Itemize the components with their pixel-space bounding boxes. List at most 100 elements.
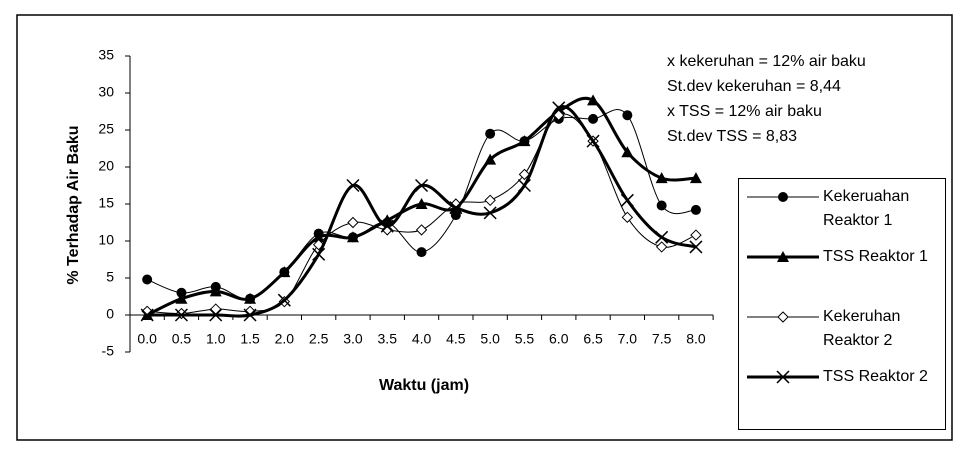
chart-border — [16, 14, 953, 441]
annotation: x TSS = 12% air baku — [667, 103, 822, 120]
y-tick-label: 25 — [98, 121, 114, 137]
marker — [140, 308, 154, 322]
marker — [312, 231, 325, 243]
marker — [244, 292, 257, 304]
y-tick-label: 20 — [98, 158, 114, 174]
marker — [689, 172, 702, 184]
x-tick-label: 1.0 — [206, 331, 226, 347]
marker — [620, 193, 634, 207]
marker — [142, 274, 153, 285]
legend-entry: TSS Reaktor 1 — [743, 245, 941, 305]
marker — [690, 204, 701, 215]
marker — [449, 201, 463, 215]
marker — [174, 308, 188, 322]
marker — [656, 200, 667, 211]
marker — [777, 251, 789, 262]
x-tick-label: 1.5 — [240, 331, 260, 347]
marker — [587, 94, 600, 106]
marker — [415, 178, 429, 193]
marker — [278, 266, 291, 278]
legend-symbol — [747, 311, 819, 323]
marker — [209, 308, 223, 322]
marker — [209, 285, 222, 297]
legend-label: TSS Reaktor 2 — [823, 368, 928, 385]
x-tick-label: 5.5 — [515, 331, 535, 347]
x-tick-label: 2.5 — [309, 331, 329, 347]
marker — [312, 247, 326, 261]
marker — [690, 229, 702, 241]
marker — [381, 224, 393, 236]
marker — [621, 146, 634, 158]
y-tick-label: 15 — [98, 195, 114, 211]
x-tick-label: 7.0 — [618, 331, 638, 347]
marker — [175, 292, 188, 304]
marker — [210, 303, 222, 315]
marker — [485, 128, 496, 139]
legend-entry: Kekeruahan Reaktor 1 — [743, 185, 941, 245]
x-tick-label: 2.0 — [275, 331, 295, 347]
series-line — [147, 113, 697, 315]
marker — [484, 153, 497, 165]
y-tick-label: 10 — [98, 232, 114, 248]
marker — [552, 101, 566, 115]
marker — [586, 134, 600, 148]
x-tick-label: 0.5 — [172, 331, 192, 347]
annotation: St.dev kekeruhan = 8,44 — [667, 78, 841, 95]
x-tick-label: 8.0 — [686, 331, 706, 347]
series-line — [147, 105, 697, 318]
x-tick-label: 6.5 — [583, 331, 603, 347]
marker — [483, 206, 497, 220]
marker — [415, 224, 428, 236]
y-axis-title: % Terhadap Air Baku — [65, 125, 82, 284]
marker — [347, 216, 359, 229]
marker — [243, 308, 257, 322]
x-tick-label: 3.5 — [378, 331, 398, 347]
marker — [588, 113, 599, 124]
y-tick-label: 35 — [98, 47, 114, 63]
marker — [655, 172, 668, 184]
marker — [518, 135, 531, 147]
x-tick-label: 7.5 — [652, 331, 672, 347]
marker — [517, 178, 531, 193]
legend-label: Kekeruhan Reaktor 2 — [823, 308, 901, 349]
legend-label: Kekeruahan Reaktor 1 — [823, 188, 910, 229]
marker — [380, 219, 394, 233]
legend: Kekeruahan Reaktor 1 TSS Reaktor 1 Kekeruh… — [738, 178, 946, 430]
annotation: x kekeruhan = 12% air baku — [667, 53, 866, 70]
marker — [776, 370, 790, 384]
y-tick-label: 5 — [106, 269, 114, 285]
annotation: St.dev TSS = 8,83 — [667, 128, 797, 145]
x-tick-label: 0.0 — [137, 331, 157, 347]
marker — [484, 194, 496, 207]
marker — [655, 241, 668, 253]
marker — [416, 247, 427, 258]
legend-symbol — [747, 370, 819, 384]
x-tick-label: 4.0 — [412, 331, 432, 347]
x-tick-label: 4.5 — [446, 331, 466, 347]
legend-symbol — [747, 251, 819, 262]
x-axis-title: Waktu (jam) — [379, 377, 469, 394]
marker — [777, 311, 789, 323]
marker — [277, 293, 291, 307]
marker — [518, 168, 531, 181]
marker — [621, 211, 634, 224]
y-tick-label: 30 — [98, 84, 114, 100]
x-tick-label: 3.0 — [343, 331, 363, 347]
marker — [346, 231, 359, 243]
marker — [778, 192, 788, 202]
legend-entry: Kekeruhan Reaktor 2 — [743, 305, 941, 365]
x-tick-label: 6.0 — [549, 331, 569, 347]
x-tick-label: 5.0 — [480, 331, 500, 347]
y-tick-label: 0 — [106, 306, 114, 322]
marker — [689, 240, 703, 254]
legend-entry: TSS Reaktor 2 — [743, 365, 941, 425]
marker — [415, 198, 428, 209]
marker — [655, 230, 669, 244]
marker — [346, 178, 360, 193]
marker — [622, 110, 633, 121]
legend-label: TSS Reaktor 1 — [823, 248, 928, 265]
y-tick-label: -5 — [102, 343, 115, 359]
legend-symbol — [747, 192, 819, 202]
